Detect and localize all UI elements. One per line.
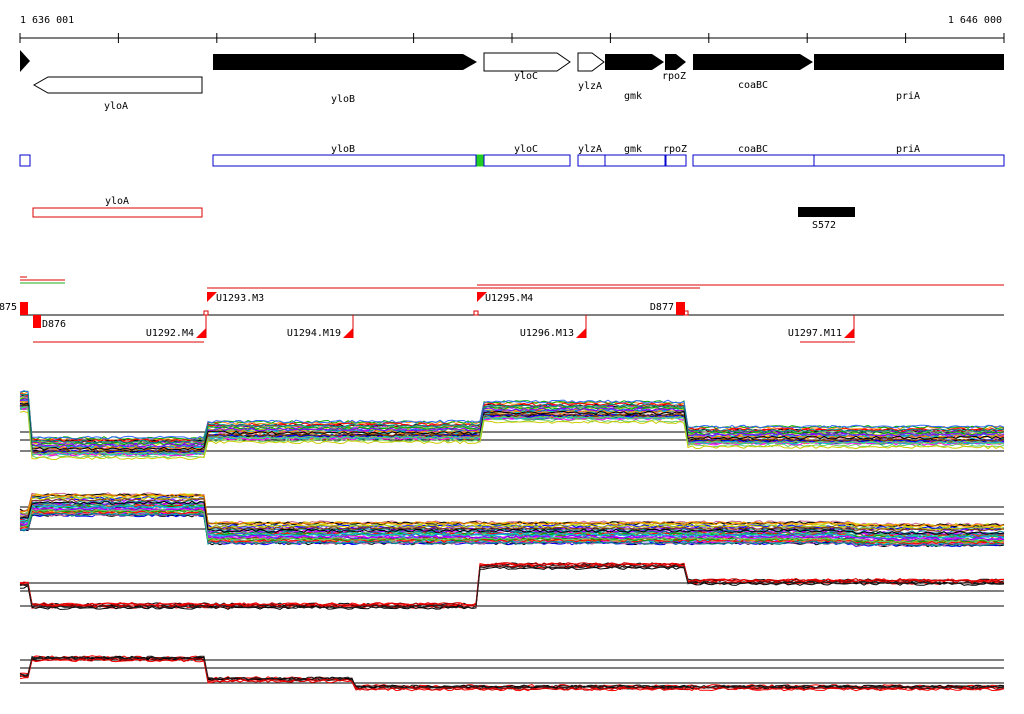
gene-arrow-yloC[interactable] — [483, 52, 571, 72]
expression-line — [19, 564, 1005, 609]
expression-panel-multicolor-1 — [19, 390, 1005, 461]
expression-line — [19, 500, 1005, 535]
blue-box-coaBC[interactable] — [692, 154, 815, 167]
blue-box-gmk[interactable] — [604, 154, 666, 167]
gene-arrow-coaBC[interactable] — [693, 54, 813, 70]
segment-label-U1293-M3: U1293.M3 — [216, 293, 264, 304]
gene-label-priA: priA — [896, 91, 920, 102]
gene-label-rpoZ: rpoZ — [662, 71, 686, 82]
black-feature: S572 — [798, 207, 855, 231]
gene-label-yloC: yloC — [514, 71, 538, 82]
expression-line — [19, 402, 1005, 451]
expression-line — [19, 656, 1005, 690]
expression-line — [19, 410, 1005, 461]
expression-line — [19, 655, 1004, 689]
segment-label-U1296-M13: U1296.M13 — [520, 328, 574, 339]
expression-line — [19, 512, 1005, 547]
gene-track: yloA yloB yloC ylzA gmk rpoZ coaBC priA — [20, 50, 1004, 112]
blue-label-priA: priA — [896, 144, 920, 155]
expression-panel-red-black-1 — [19, 562, 1005, 610]
red-feature-track: yloA — [32, 196, 203, 218]
expression-line — [19, 507, 1005, 541]
gene-label-coaBC: coaBC — [738, 80, 768, 91]
ruler-ticks — [19, 33, 1005, 43]
gene-arrow-start[interactable] — [20, 50, 30, 72]
expression-line — [19, 493, 1005, 528]
expression-line — [19, 508, 1005, 543]
blue-label-gmk: gmk — [624, 144, 642, 155]
segment-label-875: 875 — [0, 302, 17, 313]
expression-line — [19, 390, 1005, 442]
gene-arrow-rpoZ[interactable] — [665, 54, 686, 70]
gene-arrow-gmk[interactable] — [605, 54, 664, 70]
blue-box-priA[interactable] — [813, 154, 1005, 167]
expression-panel-red-black-2 — [19, 655, 1005, 692]
red-label-yloA: yloA — [105, 196, 129, 207]
blue-feature-track — [19, 154, 1005, 167]
expression-line — [19, 390, 1005, 440]
segment-label-U1297-M11: U1297.M11 — [788, 328, 842, 339]
expression-line — [19, 390, 1005, 440]
ruler-end-label: 1 646 000 — [948, 15, 1002, 26]
blue-box-rpoZ[interactable] — [665, 154, 687, 167]
expression-line — [19, 512, 1005, 547]
black-feature-box[interactable] — [798, 207, 855, 217]
red-box-yloA[interactable] — [32, 207, 203, 218]
segmentation-track: 875 U1293.M3 U1295.M4 D877 D876 U1292.M4… — [0, 276, 1004, 343]
blue-box-ylzA[interactable] — [577, 154, 606, 167]
ruler-start-label: 1 636 001 — [20, 15, 74, 26]
expression-line — [19, 562, 1004, 607]
position-ruler: 1 636 001 1 646 000 — [19, 15, 1005, 43]
green-mark — [476, 154, 485, 167]
gene-label-ylzA: ylzA — [578, 81, 602, 92]
expression-line — [19, 496, 1005, 531]
expression-line — [19, 564, 1005, 609]
expression-line — [19, 656, 1005, 690]
blue-box-start[interactable] — [19, 154, 31, 167]
expression-line — [19, 406, 1005, 456]
gene-arrow-ylzA[interactable] — [577, 52, 605, 72]
expression-panel-multicolor-2 — [19, 492, 1005, 548]
expression-line — [19, 563, 1005, 608]
gene-arrow-yloA[interactable] — [32, 76, 203, 94]
gene-label-gmk: gmk — [624, 91, 642, 102]
gene-label-yloA: yloA — [104, 101, 128, 112]
segment-label-U1295-M4: U1295.M4 — [485, 293, 533, 304]
blue-label-coaBC: coaBC — [738, 144, 768, 155]
gene-label-yloB: yloB — [331, 94, 355, 105]
blue-box-yloC[interactable] — [483, 154, 571, 167]
segment-label-D876: D876 — [42, 319, 66, 330]
gene-arrow-priA[interactable] — [814, 54, 1004, 70]
black-feature-label: S572 — [812, 220, 836, 231]
expression-line — [19, 395, 1005, 446]
expression-line — [19, 398, 1005, 448]
expression-line — [19, 403, 1005, 453]
gene-arrow-yloB[interactable] — [213, 54, 477, 70]
blue-label-rpoZ: rpoZ — [663, 144, 687, 155]
expression-line — [19, 657, 1005, 691]
expression-line — [19, 393, 1005, 444]
blue-box-yloB[interactable] — [212, 154, 477, 167]
blue-track-labels: yloB yloC ylzA gmk rpoZ coaBC priA — [331, 144, 920, 155]
expression-line — [19, 504, 1005, 539]
expression-line — [19, 564, 1005, 609]
blue-label-yloC: yloC — [514, 144, 538, 155]
blue-label-yloB: yloB — [331, 144, 355, 155]
blue-label-ylzA: ylzA — [578, 144, 602, 155]
expression-line — [19, 656, 1005, 690]
segment-label-U1292-M4: U1292.M4 — [146, 328, 194, 339]
expression-line — [19, 566, 1005, 610]
segment-label-D877: D877 — [650, 302, 674, 313]
segment-label-U1294-M19: U1294.M19 — [287, 328, 341, 339]
